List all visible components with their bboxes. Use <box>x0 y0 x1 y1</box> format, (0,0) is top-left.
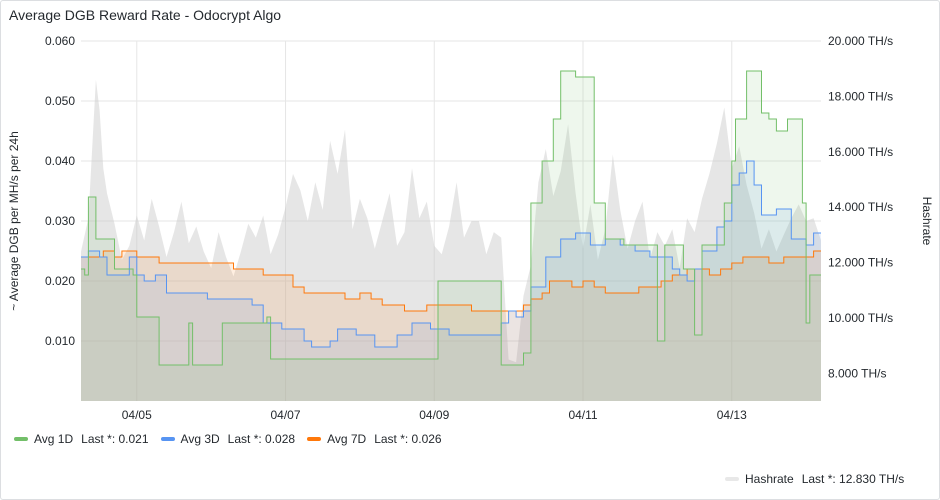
y2-tick-label: 10.000 TH/s <box>828 311 893 325</box>
x-tick-label: 04/07 <box>271 408 301 422</box>
x-tick-label: 04/09 <box>419 408 449 422</box>
y2-tick-label: 14.000 TH/s <box>828 200 893 214</box>
y-tick-label: 0.020 <box>45 274 75 288</box>
legend-item-avg-3d[interactable]: Avg 3D Last *: 0.028 <box>160 432 296 446</box>
line-avg-7d <box>81 250 821 312</box>
legend-item-hashrate[interactable]: Hashrate Last *: 12.830 TH/s <box>725 472 904 486</box>
legend-item-avg-1d[interactable]: Avg 1D Last *: 0.021 <box>14 432 149 446</box>
legend-swatch <box>725 477 739 481</box>
legend-last-value: Last *: 0.026 <box>374 432 442 446</box>
legend-swatch <box>14 437 28 441</box>
legend-main: Avg 1D Last *: 0.021 Avg 3D Last *: 0.028 Av… <box>14 432 454 446</box>
legend-swatch <box>160 437 175 441</box>
axes: 0.010 0.020 0.030 0.040 0.050 0.060 8.000 TH/s… <box>7 34 934 422</box>
y2-tick-label: 8.000 TH/s <box>828 366 886 380</box>
legend-label: Avg 3D <box>180 432 220 446</box>
x-tick-label: 04/13 <box>717 408 747 422</box>
legend-swatch <box>307 437 322 441</box>
y2-tick-label: 16.000 TH/s <box>828 145 893 159</box>
area-avg-3d <box>81 161 821 401</box>
legend-item-avg-7d[interactable]: Avg 7D Last *: 0.026 <box>307 432 442 446</box>
y-tick-label: 0.050 <box>45 94 75 108</box>
legend-last-value: Last *: 0.021 <box>81 432 149 446</box>
y-tick-label: 0.060 <box>45 34 75 48</box>
area-avg-1d <box>81 71 821 401</box>
x-tick-label: 04/05 <box>122 408 152 422</box>
x-tick-label: 04/11 <box>568 408 597 422</box>
y2-tick-label: 20.000 TH/s <box>828 34 893 48</box>
legend-label: Hashrate <box>745 472 794 486</box>
y-tick-label: 0.030 <box>45 214 75 228</box>
series-areas <box>81 71 821 402</box>
legend-label: Avg 7D <box>327 432 367 446</box>
legend-last-value: Last *: 12.830 TH/s <box>801 472 905 486</box>
y-tick-label: 0.010 <box>45 334 75 348</box>
y-tick-label: 0.040 <box>45 154 75 168</box>
y2-tick-label: 12.000 TH/s <box>828 256 893 270</box>
panel-title: Average DGB Reward Rate - Odocrypt Algo <box>9 7 282 23</box>
line-avg-1d <box>81 70 821 366</box>
legend-hashrate: Hashrate Last *: 12.830 TH/s <box>725 472 916 486</box>
legend-label: Avg 1D <box>34 432 74 446</box>
y-axis-label: ~ Average DGB per MH/s per 24h <box>7 131 21 311</box>
y2-tick-label: 18.000 TH/s <box>828 89 893 103</box>
y2-axis-label: Hashrate <box>920 197 934 246</box>
legend-last-value: Last *: 0.028 <box>227 432 296 446</box>
area-avg-7d <box>81 251 821 401</box>
series-lines <box>81 70 821 366</box>
area-hashrate <box>81 79 821 402</box>
